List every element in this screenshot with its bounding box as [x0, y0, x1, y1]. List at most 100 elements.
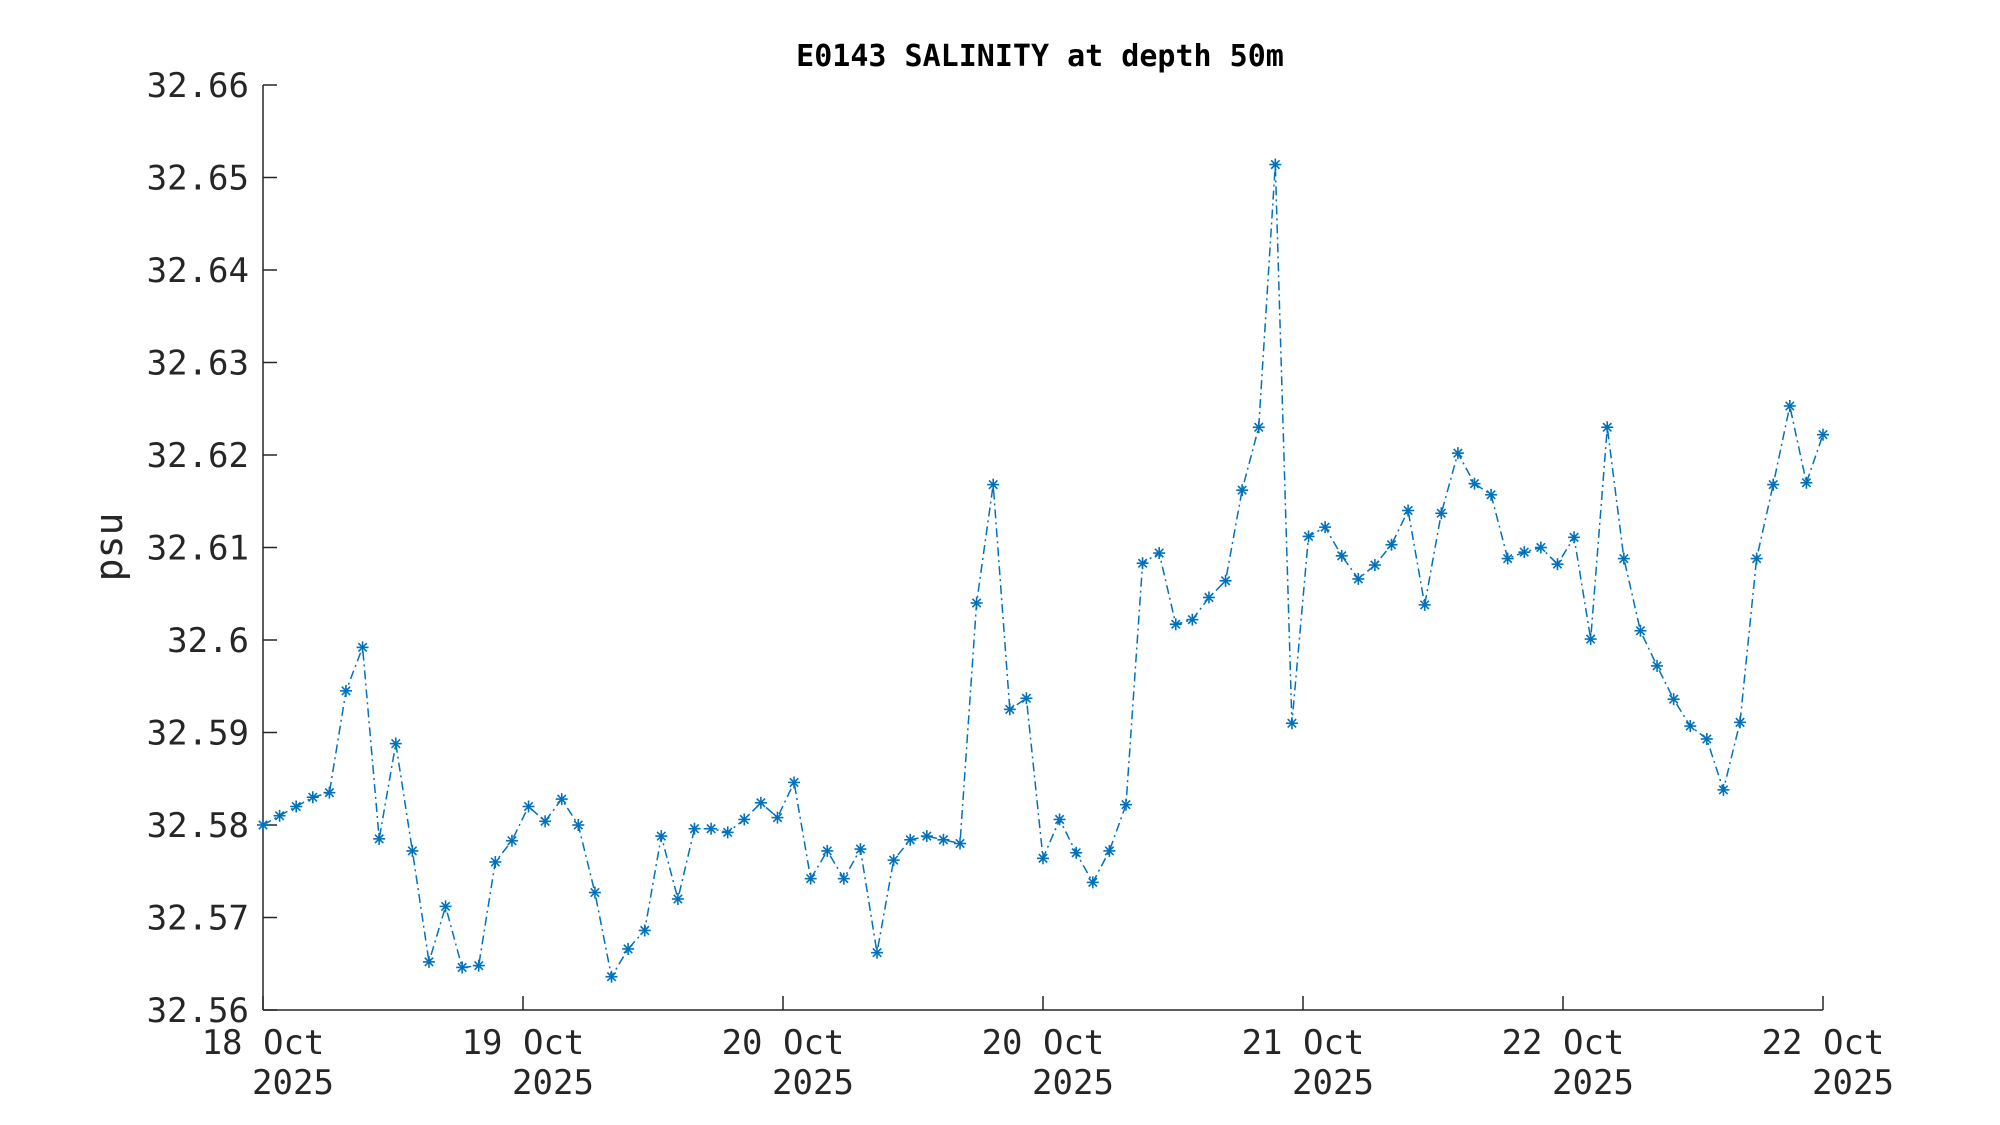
x-tick-label: 21 Oct [1242, 1023, 1365, 1063]
data-point-marker [638, 924, 651, 937]
data-point-marker [273, 809, 286, 822]
data-point-marker [804, 872, 817, 885]
x-tick-year-label: 2025 [1812, 1063, 1894, 1103]
data-point-marker [1617, 552, 1630, 565]
data-point-marker [1319, 521, 1332, 534]
data-point-marker [1153, 547, 1166, 560]
data-point-marker [954, 837, 967, 850]
data-point-marker [1269, 158, 1282, 171]
data-point-marker [1651, 659, 1664, 672]
data-point-marker [1352, 572, 1365, 585]
data-point-marker [1435, 507, 1448, 520]
data-point-marker [373, 832, 386, 845]
data-point-marker [1236, 484, 1249, 497]
data-point-marker [406, 844, 419, 857]
data-point-marker [1551, 558, 1564, 571]
data-point-marker [356, 641, 369, 654]
data-point-marker [1684, 720, 1697, 733]
data-series [257, 158, 1829, 983]
data-point-marker [1700, 732, 1713, 745]
y-tick-label: 32.65 [147, 159, 249, 199]
data-point-marker [837, 872, 850, 885]
y-tick-label: 32.56 [147, 991, 249, 1031]
data-point-marker [555, 793, 568, 806]
data-point-marker [1020, 692, 1033, 705]
data-point-marker [771, 811, 784, 824]
data-point-marker [1468, 477, 1481, 490]
y-tick-label: 32.62 [147, 436, 249, 476]
y-tick-label: 32.58 [147, 806, 249, 846]
data-point-marker [1767, 478, 1780, 491]
data-point-marker [854, 843, 867, 856]
data-point-marker [306, 791, 319, 804]
data-point-marker [1402, 504, 1415, 517]
x-tick-label: 22 Oct [1502, 1023, 1625, 1063]
x-tick-label: 18 Oct [202, 1023, 325, 1063]
data-point-marker [1385, 538, 1398, 551]
data-point-marker [1053, 813, 1066, 826]
data-point-marker [1285, 717, 1298, 730]
data-point-marker [1634, 624, 1647, 637]
data-point-marker [671, 893, 684, 905]
data-point-marker [970, 597, 983, 609]
y-tick-label: 32.57 [147, 899, 249, 939]
data-point-marker [821, 844, 834, 857]
data-point-marker [1518, 546, 1531, 559]
data-point-marker [539, 815, 552, 828]
data-point-marker [1119, 798, 1132, 811]
data-point-marker [904, 833, 917, 846]
data-point-marker [920, 830, 933, 843]
data-point-marker [1186, 613, 1199, 626]
data-point-marker [605, 970, 618, 983]
x-tick-year-label: 2025 [1292, 1063, 1374, 1103]
y-axis-label: psu [87, 513, 131, 582]
x-tick-label: 20 Oct [982, 1023, 1105, 1063]
data-point-marker [1817, 428, 1829, 441]
data-point-marker [1086, 876, 1099, 889]
x-tick-year-label: 2025 [512, 1063, 594, 1103]
data-point-marker [1534, 541, 1547, 554]
data-point-marker [505, 834, 518, 847]
data-point-marker [1783, 399, 1796, 412]
x-tick-year-label: 2025 [1552, 1063, 1634, 1103]
x-tick-year-label: 2025 [772, 1063, 854, 1103]
data-point-marker [588, 886, 601, 899]
data-point-marker [1750, 552, 1763, 565]
y-tick-label: 32.66 [147, 66, 249, 106]
y-tick-label: 32.59 [147, 714, 249, 754]
data-point-marker [1037, 852, 1049, 865]
data-point-marker [871, 946, 884, 959]
data-point-marker [339, 684, 352, 697]
x-tick-label: 19 Oct [462, 1023, 585, 1063]
data-point-marker [788, 776, 801, 789]
data-point-marker [754, 796, 767, 809]
data-point-marker [1169, 618, 1182, 631]
axes [262, 85, 1823, 1011]
y-tick-label: 32.64 [147, 251, 249, 291]
data-point-marker [389, 737, 402, 750]
data-point-marker [1601, 421, 1614, 434]
data-point-marker [422, 955, 435, 968]
data-point-marker [1368, 559, 1381, 572]
y-tick-label: 32.63 [147, 344, 249, 384]
data-point-marker [1335, 549, 1348, 562]
data-point-marker [655, 830, 668, 843]
x-tick-label: 22 Oct [1762, 1023, 1885, 1063]
data-point-marker [1667, 693, 1680, 706]
data-point-marker [1219, 574, 1232, 587]
data-point-marker [572, 819, 585, 831]
data-point-marker [1418, 598, 1431, 611]
data-point-marker [1136, 557, 1149, 570]
data-point-marker [705, 822, 718, 835]
data-point-marker [456, 961, 469, 974]
data-point-marker [1717, 783, 1730, 796]
data-point-marker [472, 959, 485, 972]
x-tick-label: 20 Oct [722, 1023, 845, 1063]
data-point-marker [887, 854, 900, 867]
data-point-marker [1202, 591, 1215, 604]
data-point-marker [257, 819, 269, 831]
data-point-marker [738, 813, 751, 826]
data-point-marker [622, 942, 635, 955]
